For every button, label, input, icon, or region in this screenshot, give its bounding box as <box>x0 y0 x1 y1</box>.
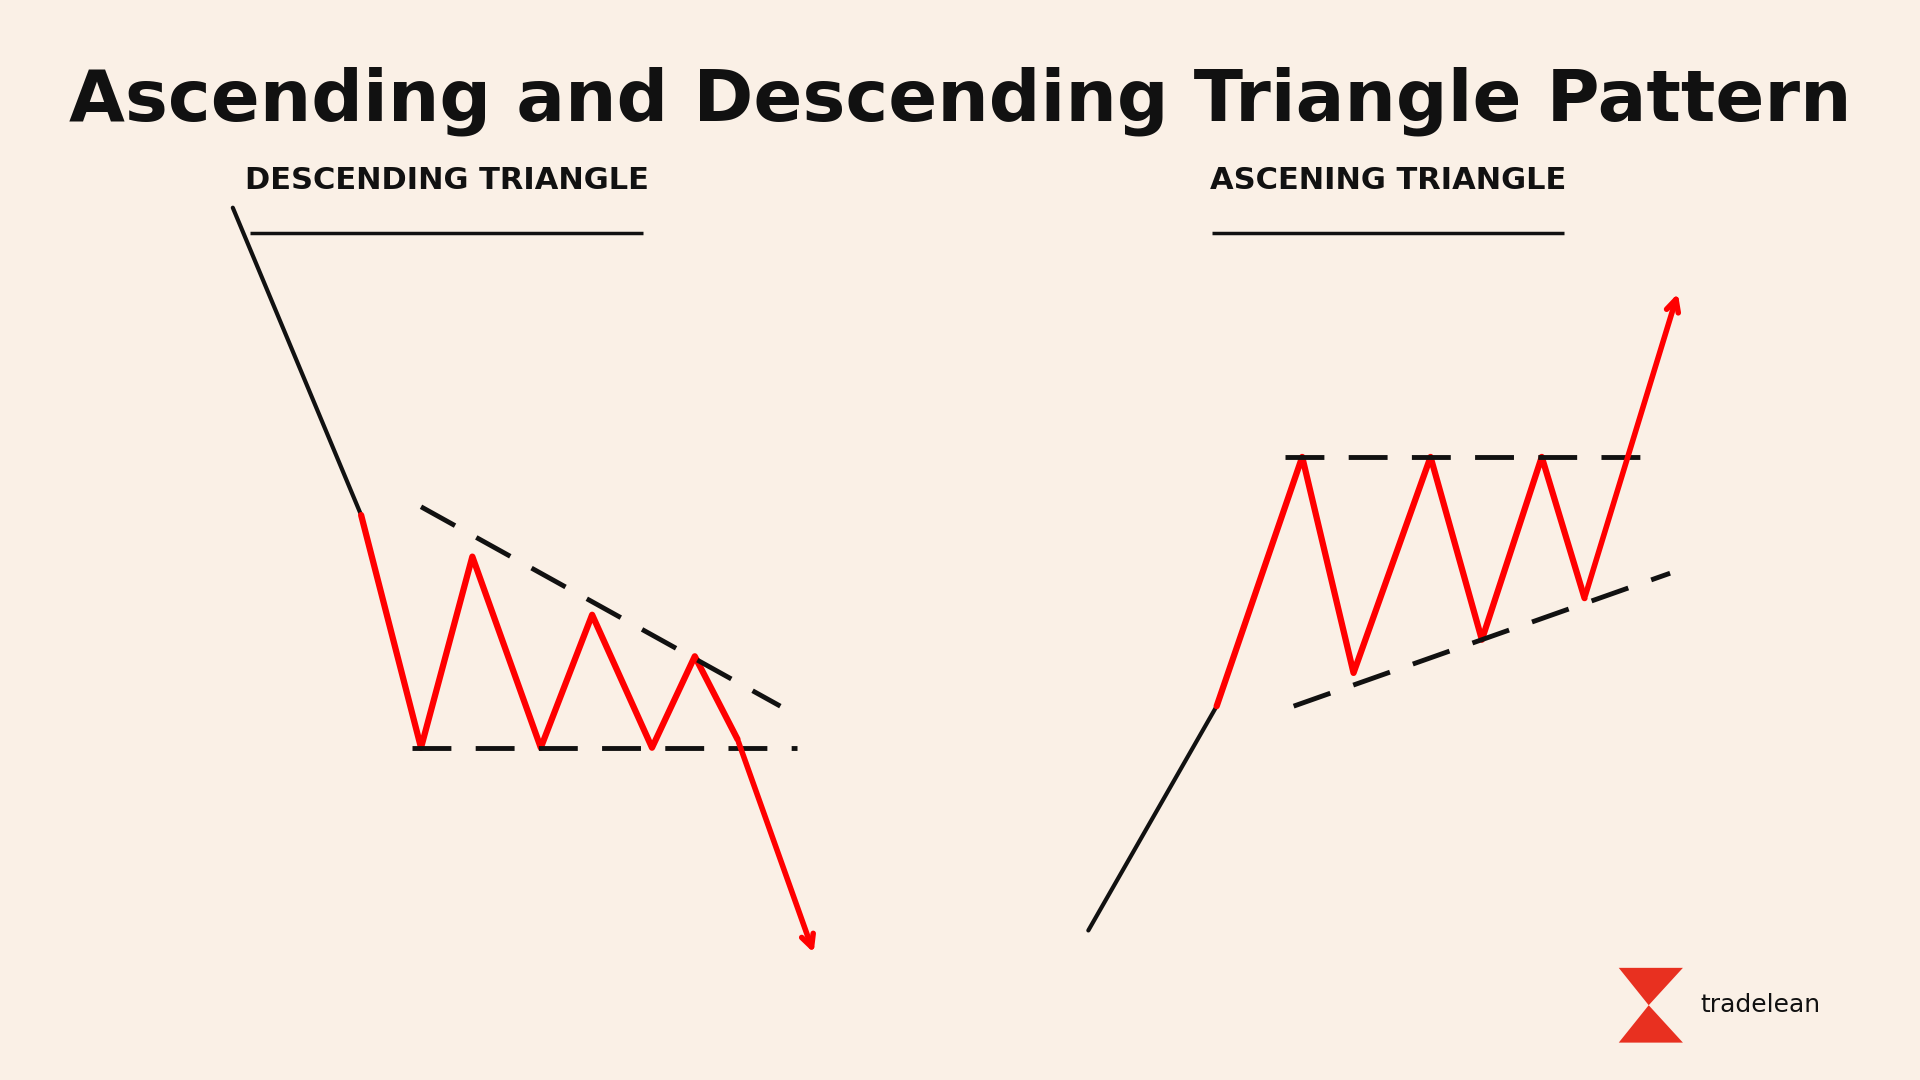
Text: ASCENING TRIANGLE: ASCENING TRIANGLE <box>1210 166 1567 195</box>
Text: tradelean: tradelean <box>1699 994 1820 1017</box>
Text: Ascending and Descending Triangle Pattern: Ascending and Descending Triangle Patter… <box>69 67 1851 136</box>
Polygon shape <box>1619 1005 1684 1042</box>
Polygon shape <box>1619 968 1684 1005</box>
Text: DESCENDING TRIANGLE: DESCENDING TRIANGLE <box>244 166 649 195</box>
